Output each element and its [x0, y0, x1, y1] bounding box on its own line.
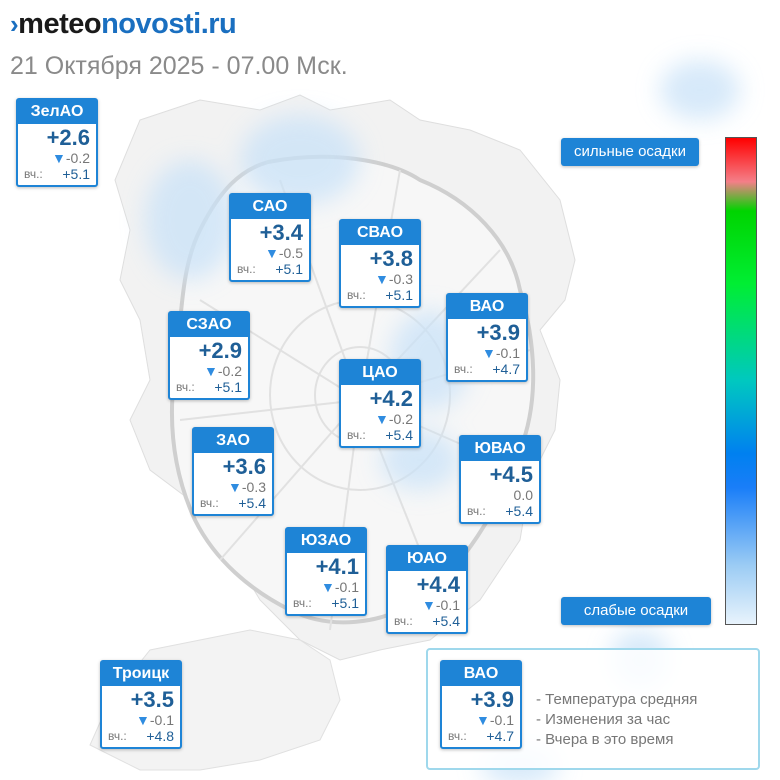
- district-yesterday: вч.: +5.1: [293, 595, 359, 611]
- district-temp: +3.9: [476, 320, 520, 345]
- logo-arrow-icon: ›: [10, 9, 19, 39]
- down-arrow-icon: ▼: [422, 597, 436, 613]
- district-temp: +3.4: [259, 220, 303, 245]
- legend-strong-precip: сильные осадки: [561, 138, 699, 166]
- district-change: ▼-0.1: [422, 597, 460, 613]
- district-temp: +2.9: [198, 338, 242, 363]
- district-temp: +3.8: [369, 246, 413, 271]
- district-yesterday: вч.: +5.4: [467, 503, 533, 519]
- district-card-svao[interactable]: СВАО +3.8 ▼-0.3 вч.: +5.1: [339, 219, 421, 308]
- district-card-yuzao[interactable]: ЮЗАО +4.1 ▼-0.1 вч.: +5.1: [285, 527, 367, 616]
- district-change: 0.0: [513, 487, 533, 503]
- district-yesterday: вч.: +5.1: [176, 379, 242, 395]
- district-yesterday: вч.: +4.7: [448, 728, 514, 744]
- district-card-vao[interactable]: ВАО +3.9 ▼-0.1 вч.: +4.7: [446, 293, 528, 382]
- district-yesterday: вч.: +4.7: [454, 361, 520, 377]
- district-change: ▼-0.2: [204, 363, 242, 379]
- district-yesterday: вч.: +4.8: [108, 728, 174, 744]
- logo-part-2: novosti.ru: [101, 8, 237, 40]
- down-arrow-icon: ▼: [136, 712, 150, 728]
- district-name: ЦАО: [341, 361, 419, 385]
- down-arrow-icon: ▼: [375, 411, 389, 427]
- down-arrow-icon: ▼: [228, 479, 242, 495]
- district-yesterday: вч.: +5.4: [347, 427, 413, 443]
- district-change: ▼-0.2: [375, 411, 413, 427]
- down-arrow-icon: ▼: [375, 271, 389, 287]
- district-card-yuao[interactable]: ЮАО +4.4 ▼-0.1 вч.: +5.4: [386, 545, 468, 634]
- down-arrow-icon: ▼: [482, 345, 496, 361]
- explanation-legend: ВАО +3.9 ▼-0.1 вч.: +4.7 - Температура ср…: [426, 648, 760, 770]
- district-name: ЮАО: [388, 547, 466, 571]
- district-temp: +4.1: [315, 554, 359, 579]
- district-change: ▼-0.5: [265, 245, 303, 261]
- district-name: СВАО: [341, 221, 419, 245]
- district-change: ▼-0.3: [375, 271, 413, 287]
- legend-example-card: ВАО +3.9 ▼-0.1 вч.: +4.7: [440, 660, 522, 749]
- district-name: ЮВАО: [461, 437, 539, 461]
- district-temp: +3.5: [130, 687, 174, 712]
- down-arrow-icon: ▼: [265, 245, 279, 261]
- down-arrow-icon: ▼: [52, 150, 66, 166]
- district-card-yuvao[interactable]: ЮВАО +4.5 0.0 вч.: +5.4: [459, 435, 541, 524]
- district-name: СЗАО: [170, 313, 248, 337]
- district-name: ВАО: [448, 295, 526, 319]
- district-card-szao[interactable]: СЗАО +2.9 ▼-0.2 вч.: +5.1: [168, 311, 250, 400]
- district-change: ▼-0.2: [52, 150, 90, 166]
- district-change: ▼-0.1: [476, 712, 514, 728]
- district-yesterday: вч.: +5.1: [347, 287, 413, 303]
- site-logo[interactable]: ›meteonovosti.ru: [10, 6, 237, 42]
- district-name: Троицк: [102, 662, 180, 686]
- district-card-sao[interactable]: САО +3.4 ▼-0.5 вч.: +5.1: [229, 193, 311, 282]
- district-name: САО: [231, 195, 309, 219]
- district-card-zelao[interactable]: ЗелАО +2.6 ▼-0.2 вч.: +5.1: [16, 98, 98, 187]
- district-yesterday: вч.: +5.1: [24, 166, 90, 182]
- district-change: ▼-0.1: [321, 579, 359, 595]
- district-name: ЗелАО: [18, 100, 96, 124]
- district-card-cao[interactable]: ЦАО +4.2 ▼-0.2 вч.: +5.4: [339, 359, 421, 448]
- district-name: ЮЗАО: [287, 529, 365, 553]
- district-name: ВАО: [442, 662, 520, 686]
- district-yesterday: вч.: +5.4: [394, 613, 460, 629]
- legend-line-change: - Изменения за час: [536, 711, 671, 728]
- district-change: ▼-0.1: [136, 712, 174, 728]
- logo-part-1: meteo: [18, 8, 102, 40]
- down-arrow-icon: ▼: [204, 363, 218, 379]
- legend-lines: - Температура средняя - Изменения за час…: [536, 690, 697, 750]
- district-card-troitsk[interactable]: Троицк +3.5 ▼-0.1 вч.: +4.8: [100, 660, 182, 749]
- down-arrow-icon: ▼: [476, 712, 490, 728]
- precip-colorbar: [725, 137, 757, 625]
- district-name: ЗАО: [194, 429, 272, 453]
- legend-line-temp: - Температура средняя: [536, 691, 698, 708]
- district-temp: +4.2: [369, 386, 413, 411]
- legend-line-yesterday: - Вчера в это время: [536, 731, 674, 748]
- district-yesterday: вч.: +5.4: [200, 495, 266, 511]
- district-temp: +3.9: [470, 687, 514, 712]
- district-temp: +4.5: [489, 462, 533, 487]
- legend-weak-precip: слабые осадки: [561, 597, 711, 625]
- district-change: ▼-0.3: [228, 479, 266, 495]
- district-card-zao[interactable]: ЗАО +3.6 ▼-0.3 вч.: +5.4: [192, 427, 274, 516]
- district-temp: +2.6: [46, 125, 90, 150]
- district-yesterday: вч.: +5.1: [237, 261, 303, 277]
- district-temp: +3.6: [222, 454, 266, 479]
- district-temp: +4.4: [416, 572, 460, 597]
- down-arrow-icon: ▼: [321, 579, 335, 595]
- forecast-datetime: 21 Октября 2025 - 07.00 Мск.: [10, 52, 348, 80]
- district-change: ▼-0.1: [482, 345, 520, 361]
